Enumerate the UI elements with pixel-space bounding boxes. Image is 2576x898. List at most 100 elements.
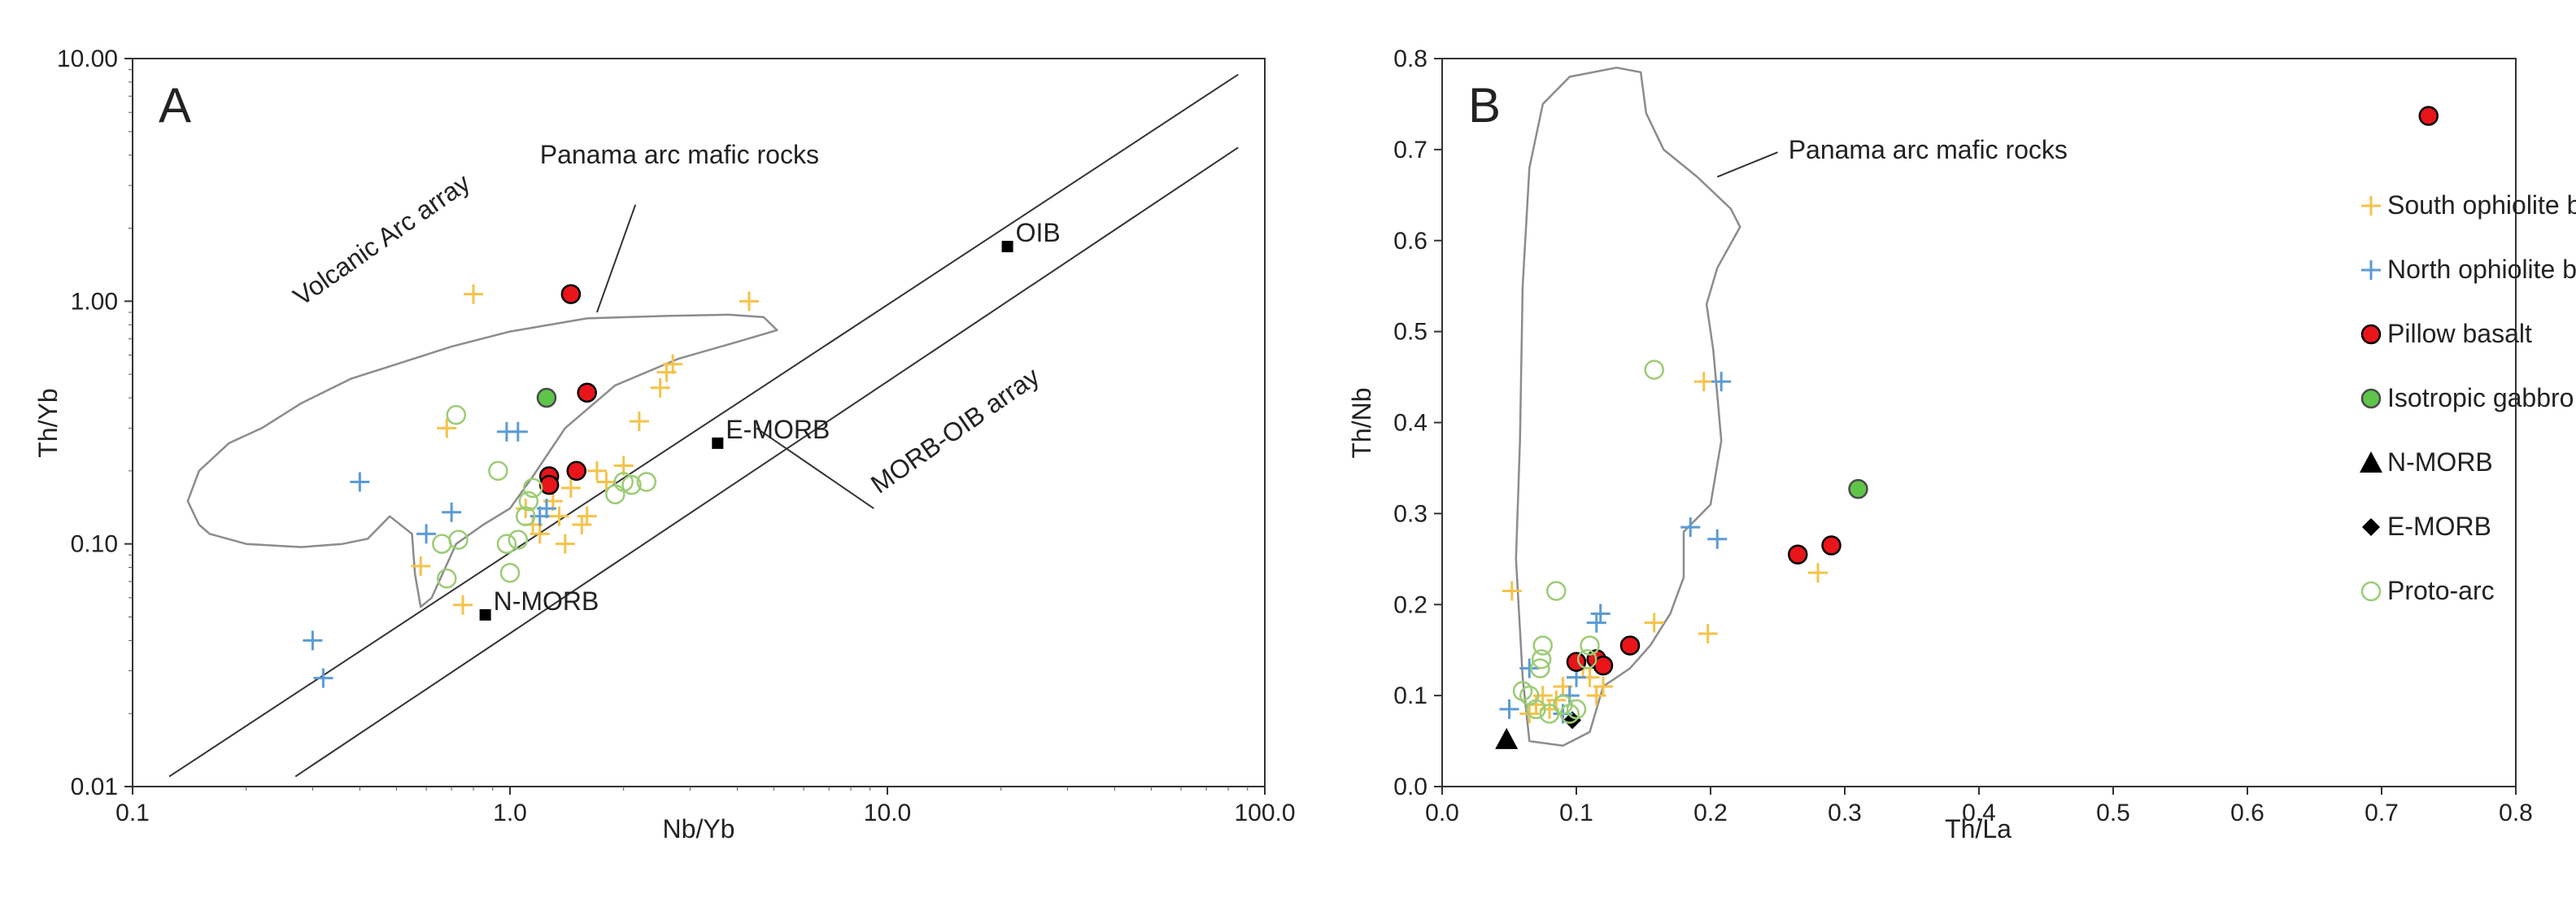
north-ophiolite-belt-point xyxy=(313,668,333,688)
south-ophiolite-belt-point xyxy=(549,506,569,526)
isotropic-gabbro-legend-marker xyxy=(2360,388,2382,409)
panel-a-x-tick-label: 100.0 xyxy=(1234,800,1295,826)
south-ophiolite-belt-point xyxy=(650,377,670,398)
north-ophiolite-belt-point xyxy=(536,499,556,519)
panel-b-y-tick-label: 0.7 xyxy=(1393,137,1427,163)
panel-b-x-tick-label: 0.1 xyxy=(1559,800,1593,826)
south-ophiolite-belt-point xyxy=(1502,581,1522,601)
north-ophiolite-belt-point xyxy=(1707,529,1728,549)
north-ophiolite-belt-point xyxy=(508,421,528,442)
proto-arc-point xyxy=(496,534,517,554)
north-ophiolite-belt-point xyxy=(442,502,462,522)
proto-arc-point xyxy=(1576,649,1597,669)
south-ophiolite-belt-point xyxy=(555,534,575,554)
panama-arc-envelope xyxy=(186,313,778,608)
panama-arc-mafic-rocks-leader xyxy=(1716,151,1778,178)
proto-arc-point xyxy=(621,474,642,495)
panel-b-x-tick-label: 0.0 xyxy=(1425,800,1459,826)
panel-b-y-tick-label: 0.2 xyxy=(1393,591,1427,618)
panel-a-x-tick-label: 0.1 xyxy=(116,800,150,826)
panel-a-y-tick-label: 10.00 xyxy=(57,46,118,72)
panel-b-y-tick-label: 0.6 xyxy=(1393,228,1427,255)
panama-arc-envelope xyxy=(1515,66,1741,747)
north-ophiolite-belt-point xyxy=(350,472,370,492)
proto-arc-point xyxy=(515,506,536,526)
south-ophiolite-belt-point xyxy=(629,411,649,431)
panel-a-chart: Volcanic Arc array Panama arc mafic rocks… xyxy=(33,46,1296,844)
panel-b-x-tick-label: 0.6 xyxy=(2230,800,2264,826)
panel-b-x-tick-label: 0.3 xyxy=(1828,800,1862,826)
proto-arc-point xyxy=(488,460,508,482)
e-morb-reference-point xyxy=(712,437,724,449)
south-ophiolite-belt-point xyxy=(572,515,592,535)
proto-arc-point xyxy=(1644,360,1664,380)
proto-arc-point xyxy=(1546,581,1567,601)
panel-a-x-tick-label: 1.0 xyxy=(493,800,527,826)
panel-b-y-tick-label: 0.8 xyxy=(1393,46,1427,72)
south-ophiolite-belt-point xyxy=(1808,563,1828,583)
proto-arc-point xyxy=(1539,704,1560,724)
pillow-basalt-point xyxy=(566,460,586,482)
e-morb-legend-marker xyxy=(2362,518,2380,536)
panel-b-x-tick-label: 0.8 xyxy=(2499,800,2533,826)
proto-arc-point xyxy=(613,472,634,492)
south-ophiolite-belt-point xyxy=(437,418,457,438)
morb-oib-array-line xyxy=(294,146,1239,778)
isotropic-gabbro-point xyxy=(536,387,557,408)
e-morb-legend-label: E-MORB xyxy=(2387,512,2491,541)
panama-arc-mafic-rocks-label: Panama arc mafic rocks xyxy=(540,140,819,169)
north-ophiolite-belt-point xyxy=(1499,699,1519,719)
pillow-basalt-point xyxy=(577,382,597,403)
south-ophiolite-belt-point xyxy=(596,472,617,492)
pillow-basalt-point xyxy=(560,284,582,304)
proto-arc-point xyxy=(432,534,452,554)
n-morb-legend-marker xyxy=(2360,451,2382,473)
north-ophiolite-belt-legend-marker xyxy=(2361,260,2381,280)
proto-arc-point xyxy=(446,404,467,425)
north-ophiolite-belt-point xyxy=(416,524,437,544)
proto-arc-point xyxy=(437,568,457,589)
north-ophiolite-belt-point xyxy=(1590,604,1611,624)
volcanic-arc-array-label: Volcanic Arc array xyxy=(288,168,475,311)
oib-reference-label: OIB xyxy=(1016,218,1061,247)
north-ophiolite-belt-point xyxy=(1680,517,1701,538)
north-ophiolite-belt-legend-label: North ophiolite belt xyxy=(2387,255,2576,284)
pillow-basalt-legend-marker xyxy=(2360,324,2382,345)
panel-b-y-tick-label: 0.5 xyxy=(1393,319,1427,346)
pillow-basalt-legend-label: Pillow basalt xyxy=(2387,319,2532,348)
pillow-basalt-point xyxy=(1788,544,1808,565)
panel-b-x-tick-label: 0.5 xyxy=(2096,800,2130,826)
panel-b-y-tick-label: 0.0 xyxy=(1393,774,1427,800)
morb-oib-array-label: MORB-OIB array xyxy=(865,361,1044,499)
proto-arc-point xyxy=(1526,699,1546,720)
panel-b-y-axis-label: Th/Nb xyxy=(1347,387,1376,458)
panel-b-chart: Panama arc mafic rocks 0.0 0.1 0.2 0.3 0.4 0.… xyxy=(1347,46,2576,844)
panel-a-y-tick-label: 1.00 xyxy=(71,288,118,315)
proto-arc-point xyxy=(1532,635,1553,656)
isotropic-gabbro-legend-label: Isotropic gabbro xyxy=(2387,383,2574,412)
north-ophiolite-belt-point xyxy=(1586,612,1606,633)
south-ophiolite-belt-point xyxy=(411,556,431,576)
north-ophiolite-belt-point xyxy=(1519,658,1540,678)
n-morb-reference-label: N-MORB xyxy=(494,586,599,616)
south-ophiolite-belt-legend-label: South ophiolite belt xyxy=(2387,190,2576,220)
proto-arc-point xyxy=(448,530,469,550)
panel-b-x-tick-label: 0.7 xyxy=(2365,800,2399,826)
proto-arc-legend-marker xyxy=(2360,581,2382,602)
panel-b-y-tick-label: 0.4 xyxy=(1393,410,1427,437)
e-morb-reference-point xyxy=(1563,711,1582,730)
panel-a-x-axis-label: Nb/Yb xyxy=(663,814,735,844)
n-morb-legend-label: N-MORB xyxy=(2387,447,2493,477)
south-ophiolite-belt-point xyxy=(530,524,550,544)
proto-arc-legend-label: Proto-arc xyxy=(2387,576,2495,605)
panel-a-y-axis-label: Th/Yb xyxy=(33,388,63,457)
panel-b-letter: B xyxy=(1468,78,1501,133)
proto-arc-point xyxy=(518,490,539,512)
panel-b-x-axis-label: Th/La xyxy=(1945,814,2012,844)
proto-arc-point xyxy=(636,472,657,492)
e-morb-reference-label: E-MORB xyxy=(726,415,830,444)
south-ophiolite-belt-point xyxy=(1644,612,1664,633)
morb-oib-array-leader xyxy=(756,427,874,509)
proto-arc-point xyxy=(1566,699,1587,720)
